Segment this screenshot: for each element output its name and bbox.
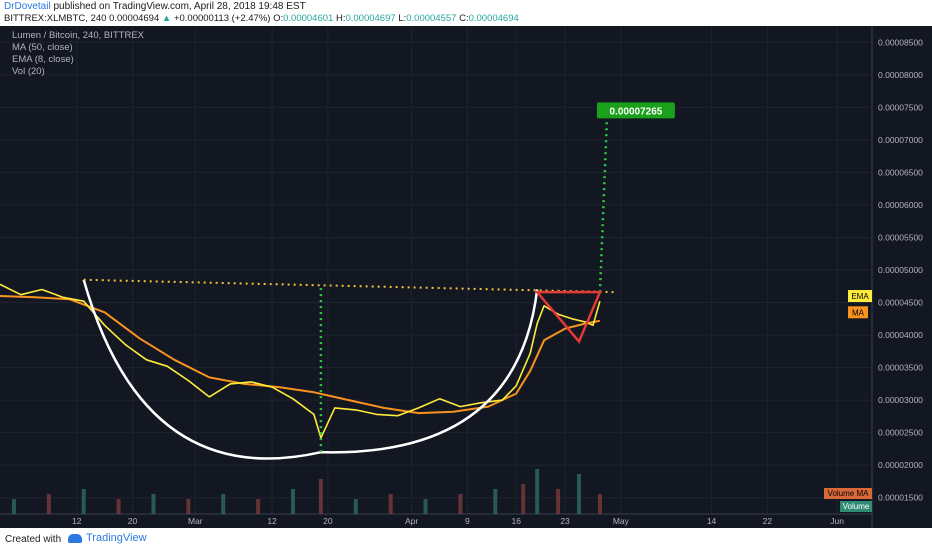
volume-bar [423,499,428,514]
footer: Created with TradingView [0,528,932,550]
price-tick-label: 0.00001500 [878,493,923,503]
volume-bar [256,499,261,514]
price-tick-label: 0.00002000 [878,460,923,470]
ema-badge-label: EMA [851,292,869,301]
ema-badge [848,290,872,303]
ma-line [0,295,601,415]
volume-bar [577,474,582,514]
low-key: L: [398,13,407,24]
price-tick-label: 0.00002500 [878,428,923,438]
projection-line [598,120,609,293]
legend-ema[interactable]: EMA (8, close) [12,54,74,65]
legend-title: Lumen / Bitcoin, 240, BITTREX [12,30,145,41]
legend-vol[interactable]: Vol (20) [12,66,45,77]
tradingview-logo-icon [68,533,82,543]
symbol-info-line: BITTREX:XLMBTC, 240 0.00004694 ▲ +0.0000… [4,13,519,24]
publish-line: DrDovetail published on TradingView.com,… [4,1,306,12]
resistance-line [83,278,614,294]
time-tick-label: 20 [128,516,138,526]
created-with-text: Created with [5,534,62,545]
tradingview-brand[interactable]: TradingView [68,532,147,544]
symbol-label: BITTREX:XLMBTC, 240 [4,13,107,24]
cup-curve [82,279,539,460]
chart-legend: Lumen / Bitcoin, 240, BITTREX MA (50, cl… [12,30,144,78]
price-tick-label: 0.00007500 [878,102,923,112]
target-badge-label: 0.00007265 [609,106,662,117]
price-tick-label: 0.00007000 [878,135,923,145]
time-tick-label: 9 [465,516,470,526]
volume-bar [353,499,358,514]
volume-bar [186,499,191,514]
time-tick-label: 16 [511,516,521,526]
time-tick-label: May [613,516,630,526]
price-tick-label: 0.00008000 [878,70,923,80]
price-tick-label: 0.00004000 [878,330,923,340]
high-value: 0.00004697 [345,13,396,24]
volume-badge [840,501,872,512]
volume-bar [11,499,16,514]
time-tick-label: 23 [560,516,570,526]
legend-ma[interactable]: MA (50, close) [12,42,73,53]
volume-badge-label: Volume [843,502,870,511]
volume-bar [388,494,393,514]
price-tick-label: 0.00005000 [878,265,923,275]
volume-bar [151,494,156,514]
publish-header: DrDovetail published on TradingView.com,… [0,0,932,26]
time-tick-label: 12 [72,516,82,526]
volume-bar [290,489,295,514]
ma-badge-label: MA [852,308,865,317]
volume-ma-badge [824,488,872,499]
price-tick-label: 0.00005500 [878,232,923,242]
time-tick-label: Mar [188,516,203,526]
price-tick-label: 0.00004500 [878,298,923,308]
open-value: 0.00004601 [283,13,334,24]
open-key: O: [273,13,284,24]
time-tick-label: 12 [267,516,277,526]
price-tick-label: 0.00008500 [878,37,923,47]
volume-bar [116,499,121,514]
price-tick-label: 0.00006500 [878,167,923,177]
chart-area[interactable]: 0.00001500 0.00002000 0.00002500 0.00003000… [0,26,932,528]
volume-bar [318,479,323,514]
time-tick-label: Jun [830,516,844,526]
ema-line [0,283,601,439]
price-tick-label: 0.00003000 [878,395,923,405]
volume-ma-badge-label: Volume MA [828,489,870,498]
published-text: published on TradingView.com, April 28, … [53,1,306,12]
volume-bar [597,494,602,514]
close-key: C: [459,13,469,24]
change-arrow-icon: ▲ [161,13,172,24]
volume-bar [46,494,51,514]
time-tick-label: 22 [763,516,773,526]
close-value: 0.00004694 [468,13,519,24]
volume-bar [221,494,226,514]
target-badge [596,102,675,119]
high-key: H: [335,13,346,24]
author-link[interactable]: DrDovetail [4,1,51,12]
volume-bar [458,494,463,514]
time-tick-label: 20 [323,516,333,526]
price-tick-label: 0.00006000 [878,200,923,210]
time-tick-label: Apr [405,516,418,526]
volume-bar [521,484,526,514]
tradingview-label: TradingView [86,532,147,544]
price-axis [872,26,932,528]
volume-bar [535,469,540,514]
low-value: 0.00004557 [406,13,457,24]
volume-bar [493,489,498,514]
price-tick-label: 0.00003500 [878,363,923,373]
last-price: 0.00004694 [109,13,160,24]
ma-badge [848,306,868,319]
volume-bar [81,489,86,514]
chart-canvas[interactable]: 0.00001500 0.00002000 0.00002500 0.00003000… [0,26,932,528]
triangle-pattern [534,290,602,344]
volume-bar [556,489,561,514]
price-change: +0.00000113 (+2.47%) [173,13,271,24]
time-tick-label: 14 [707,516,717,526]
